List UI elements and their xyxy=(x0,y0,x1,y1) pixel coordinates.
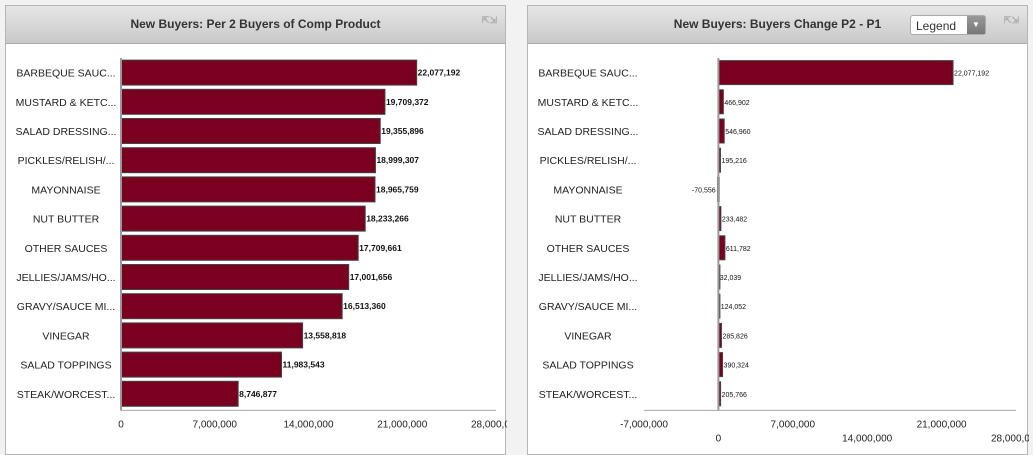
x-tick-label: 7,000,000 xyxy=(193,419,238,430)
x-tick-label: 14,000,000 xyxy=(842,433,892,444)
data-label: 611,782 xyxy=(726,246,751,253)
x-tick-label: 28,000,000 xyxy=(991,433,1029,444)
bar-chart: BARBEQUE SAUC... 22,077,192 MUSTARD & KETC… xyxy=(538,58,1029,444)
category-label: BARBEQUE SAUC... xyxy=(538,68,637,80)
x-tick-label: 21,000,000 xyxy=(377,419,427,430)
chart-panel-buyers-change: New Buyers: Buyers Change P2 - P1 Legend… xyxy=(527,5,1029,455)
category-label: NUT BUTTER xyxy=(33,214,100,226)
data-label: 195,216 xyxy=(721,158,746,165)
data-label: 124,052 xyxy=(721,304,746,311)
category-label: STEAK/WORCEST... xyxy=(539,389,638,401)
bar xyxy=(717,60,954,86)
bar xyxy=(120,147,376,174)
data-label: 16,513,360 xyxy=(343,301,386,311)
data-label: 233,482 xyxy=(722,217,747,224)
data-label: 466,902 xyxy=(724,100,749,107)
category-label: OTHER SAUCES xyxy=(547,243,630,255)
category-label: SALAD TOPPINGS xyxy=(20,360,111,372)
category-label: STEAK/WORCEST... xyxy=(17,389,116,401)
category-label: MUSTARD & KETC... xyxy=(16,97,117,109)
chart-panel-per-2-buyers: New Buyers: Per 2 Buyers of Comp Product… xyxy=(5,5,507,455)
data-label: 22,077,192 xyxy=(954,71,989,78)
data-label: 390,324 xyxy=(724,363,749,370)
category-label: SALAD DRESSING... xyxy=(538,126,639,138)
category-label: MAYONNAISE xyxy=(31,184,100,196)
bar xyxy=(120,176,376,203)
data-label: 205,766 xyxy=(722,392,747,399)
category-label: JELLIES/JAMS/HO... xyxy=(538,272,637,284)
bar-chart: BARBEQUE SAUC... 22,077,192 MUSTARD & KETC… xyxy=(16,58,507,430)
panel-header: New Buyers: Buyers Change P2 - P1 Legend… xyxy=(528,6,1027,44)
legend-dropdown-label: Legend xyxy=(916,19,957,33)
data-label: 32,039 xyxy=(720,275,742,282)
data-label: 17,001,656 xyxy=(350,272,393,282)
expand-icon[interactable]: ⇱⇲ xyxy=(481,15,497,25)
data-label: 19,709,372 xyxy=(386,97,429,107)
x-tick-label: 7,000,000 xyxy=(771,419,816,430)
category-label: SALAD TOPPINGS xyxy=(542,360,633,372)
data-label: 17,709,661 xyxy=(359,243,402,253)
x-tick-label: 21,000,000 xyxy=(917,419,967,430)
data-label: 22,077,192 xyxy=(418,68,461,78)
data-label: 285,826 xyxy=(722,333,747,340)
data-label: 13,558,818 xyxy=(304,330,347,340)
data-label: 19,355,896 xyxy=(381,126,424,136)
bar xyxy=(120,380,239,407)
category-label: NUT BUTTER xyxy=(555,214,622,226)
data-label: 18,233,266 xyxy=(366,214,409,224)
category-label: GRAVY/SAUCE MI... xyxy=(17,301,115,313)
legend-dropdown[interactable]: Legend ▼ xyxy=(910,15,986,35)
bar xyxy=(120,234,359,261)
panel-header: New Buyers: Per 2 Buyers of Comp Product… xyxy=(6,6,505,44)
category-label: SALAD DRESSING... xyxy=(16,126,117,138)
x-tick-label: 0 xyxy=(118,419,124,430)
x-tick-label: -7,000,000 xyxy=(620,419,668,430)
category-label: BARBEQUE SAUC... xyxy=(16,68,115,80)
category-label: MAYONNAISE xyxy=(553,184,622,196)
bar xyxy=(120,88,386,115)
bar xyxy=(120,322,304,349)
category-label: VINEGAR xyxy=(564,330,612,342)
bar xyxy=(120,205,366,232)
data-label: 18,999,307 xyxy=(376,155,419,165)
bar xyxy=(120,264,350,290)
data-label: 11,983,543 xyxy=(282,360,324,370)
category-label: PICKLES/RELISH/... xyxy=(18,155,115,167)
data-label: 546,960 xyxy=(725,129,750,136)
x-tick-label: 14,000,000 xyxy=(283,419,333,430)
x-tick-label: 28,000,000 xyxy=(471,419,507,430)
category-label: OTHER SAUCES xyxy=(25,243,108,255)
category-label: GRAVY/SAUCE MI... xyxy=(539,301,637,313)
bar xyxy=(120,293,343,320)
category-label: MUSTARD & KETC... xyxy=(538,97,639,109)
data-label: 18,965,759 xyxy=(376,184,419,194)
chevron-down-icon: ▼ xyxy=(967,16,985,34)
expand-icon[interactable]: ⇱⇲ xyxy=(1003,15,1019,25)
bar xyxy=(120,59,418,86)
category-label: JELLIES/JAMS/HO... xyxy=(16,272,115,284)
bar xyxy=(120,118,381,144)
bar xyxy=(120,351,282,378)
category-label: PICKLES/RELISH/... xyxy=(540,155,637,167)
chart-title: New Buyers: Buyers Change P2 - P1 xyxy=(673,17,882,31)
x-tick-label: 0 xyxy=(716,433,722,444)
data-label: 8,746,877 xyxy=(239,389,277,399)
category-label: VINEGAR xyxy=(42,330,90,342)
chart-title: New Buyers: Per 2 Buyers of Comp Product xyxy=(130,17,381,31)
data-label: -70,556 xyxy=(692,187,716,194)
